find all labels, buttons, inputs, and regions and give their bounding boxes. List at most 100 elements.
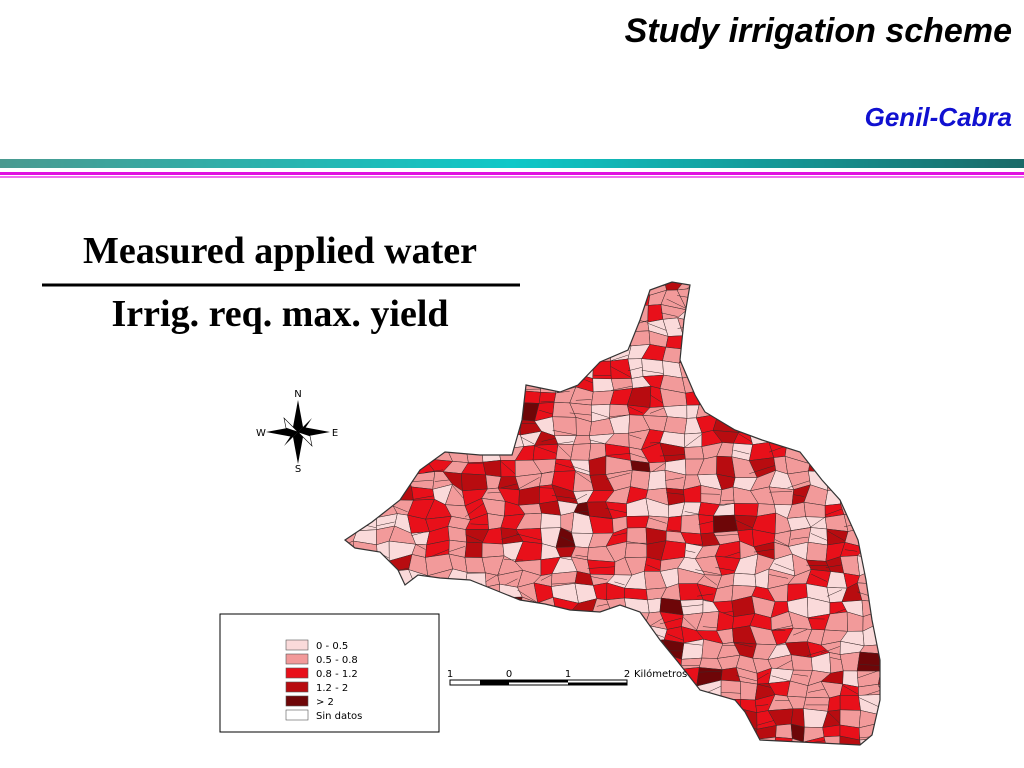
parcel-edge <box>533 321 555 329</box>
compass: N S W E <box>256 389 338 475</box>
parcel <box>809 335 825 352</box>
parcel-edge <box>487 382 502 385</box>
parcel-edge <box>737 310 752 318</box>
parcel-edge <box>648 517 667 524</box>
parcel-edge <box>776 432 787 440</box>
parcel <box>825 446 849 463</box>
parcel-edge <box>883 310 896 318</box>
parcel <box>877 723 880 742</box>
parcel <box>345 501 354 514</box>
parcel <box>821 330 849 352</box>
parcel <box>481 710 507 727</box>
header-rule-3 <box>0 176 1024 178</box>
parcel <box>464 541 483 558</box>
parcel-edge <box>485 689 504 700</box>
parcel <box>863 400 880 422</box>
parcel-edge <box>680 604 703 608</box>
parcel-edge <box>552 429 577 436</box>
parcel-edge <box>884 449 897 453</box>
parcel-edge <box>540 400 555 403</box>
parcel <box>881 694 896 714</box>
parcel <box>695 282 720 291</box>
parcel <box>520 375 542 393</box>
parcel <box>353 556 380 571</box>
parcel <box>463 387 481 405</box>
parcel <box>768 316 792 333</box>
parcel <box>355 360 381 380</box>
parcel-edge <box>534 295 560 299</box>
parcel <box>482 460 502 478</box>
parcel <box>713 282 739 293</box>
parcel-edge <box>433 350 448 356</box>
parcel <box>392 413 410 434</box>
parcel-edge <box>721 343 740 348</box>
parcel <box>448 625 468 644</box>
parcel-edge <box>516 729 534 732</box>
parcel <box>393 378 416 392</box>
parcel-edge <box>664 477 684 481</box>
parcel-edge <box>774 563 795 572</box>
parcel <box>430 401 447 418</box>
parcel <box>374 445 398 463</box>
parcel <box>538 344 560 364</box>
parcel <box>626 708 648 730</box>
parcel <box>442 709 467 726</box>
parcel-edge <box>773 402 790 414</box>
parcel-edge <box>468 462 486 464</box>
parcel <box>770 345 794 366</box>
parcel-edge <box>415 544 426 550</box>
parcel-edge <box>572 338 590 343</box>
parcel-edge <box>738 433 753 443</box>
parcel-edge <box>858 697 880 708</box>
parcel <box>464 586 487 601</box>
parcel <box>876 567 880 589</box>
parcel <box>736 415 754 433</box>
parcel-edge <box>407 392 431 399</box>
parcel-edge <box>432 436 445 444</box>
parcel <box>874 470 880 493</box>
parcel <box>839 433 865 450</box>
parcel-edge <box>555 463 576 470</box>
parcel-edge <box>487 306 498 322</box>
parcel <box>354 441 380 462</box>
parcel-edge <box>393 380 409 391</box>
parcel-edge <box>885 655 893 659</box>
parcel <box>467 320 487 338</box>
parcel-edge <box>735 724 755 736</box>
parcel-edge <box>793 673 809 677</box>
parcel <box>497 316 520 339</box>
parcel-edge <box>371 496 391 503</box>
parcel <box>624 541 648 558</box>
parcel <box>806 541 828 562</box>
parcel-edge <box>751 323 771 328</box>
parcel <box>678 344 704 364</box>
compass-e: E <box>332 428 338 439</box>
parcel <box>734 708 758 730</box>
parcel <box>624 679 646 702</box>
parcel <box>481 629 507 643</box>
parcel <box>646 737 665 745</box>
parcel <box>464 442 484 463</box>
parcel <box>844 294 866 307</box>
parcel <box>682 374 703 394</box>
parcel-edge <box>791 536 809 540</box>
parcel-edge <box>379 425 393 431</box>
parcel <box>391 599 418 613</box>
parcel-edge <box>611 354 629 361</box>
parcel <box>407 343 434 364</box>
parcel-edge <box>552 582 575 585</box>
parcel <box>605 737 626 745</box>
parcel <box>609 612 632 632</box>
parcel <box>680 599 704 616</box>
parcel <box>371 344 395 361</box>
parcel-edge <box>628 638 649 646</box>
parcel-edge <box>539 409 553 415</box>
parcel <box>445 598 465 616</box>
parcel <box>463 373 489 389</box>
parcel-edge <box>753 548 775 553</box>
parcel-edge <box>499 600 518 608</box>
parcel <box>842 315 861 338</box>
parcel <box>809 344 828 362</box>
parcel <box>875 444 880 461</box>
parcel <box>587 628 615 639</box>
